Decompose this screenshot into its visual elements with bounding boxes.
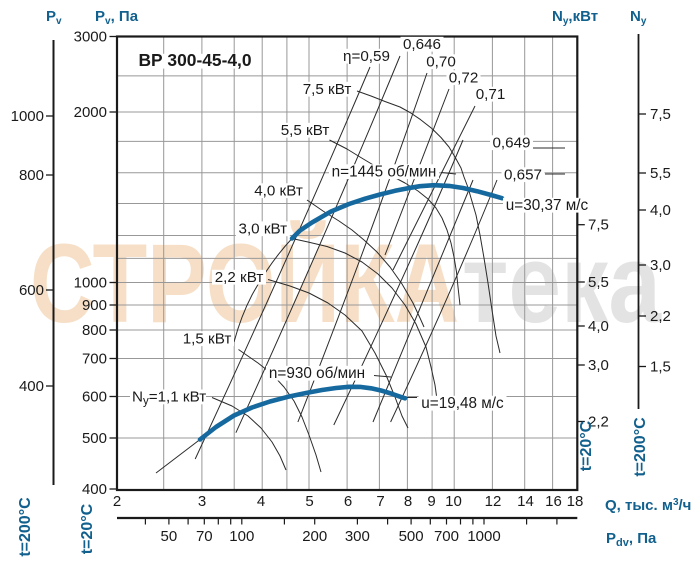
svg-text:4,0: 4,0 [588, 318, 609, 335]
svg-text:50: 50 [161, 528, 178, 545]
svg-text:1000: 1000 [11, 108, 44, 125]
svg-text:2: 2 [113, 493, 121, 510]
svg-text:0,649: 0,649 [492, 135, 530, 152]
svg-text:η=0,59: η=0,59 [343, 48, 390, 65]
svg-text:9: 9 [427, 493, 435, 510]
svg-text:Pdv, Па: Pdv, Па [606, 530, 657, 549]
svg-text:1,5 кВт: 1,5 кВт [183, 331, 232, 348]
svg-text:10: 10 [445, 493, 462, 510]
svg-text:t=20°C: t=20°C [79, 503, 96, 554]
svg-text:5,5 кВт: 5,5 кВт [281, 122, 330, 139]
svg-text:6: 6 [344, 493, 352, 510]
svg-text:n=1445 об/мин: n=1445 об/мин [332, 164, 437, 181]
svg-text:0,657: 0,657 [504, 167, 542, 184]
svg-text:2,2: 2,2 [650, 308, 671, 325]
svg-text:0,71: 0,71 [476, 86, 506, 103]
svg-text:u=30,37 м/с: u=30,37 м/с [506, 197, 589, 214]
svg-text:t=20°C: t=20°C [578, 420, 595, 471]
svg-text:7,5: 7,5 [650, 106, 671, 123]
svg-text:тека: тека [462, 220, 662, 345]
svg-text:Ny,кВт: Ny,кВт [552, 8, 598, 27]
svg-text:8: 8 [404, 493, 412, 510]
svg-text:70: 70 [196, 528, 213, 545]
svg-text:2,2 кВт: 2,2 кВт [215, 269, 264, 286]
svg-text:700: 700 [434, 528, 459, 545]
svg-text:700: 700 [82, 351, 107, 368]
svg-text:2000: 2000 [74, 104, 107, 121]
svg-text:7,5: 7,5 [588, 217, 609, 234]
svg-text:4,0: 4,0 [650, 202, 671, 219]
svg-text:600: 600 [19, 282, 44, 299]
svg-text:4,0 кВт: 4,0 кВт [254, 183, 303, 200]
svg-text:14: 14 [517, 493, 534, 510]
svg-text:5,5: 5,5 [588, 274, 609, 291]
svg-text:0,70: 0,70 [426, 54, 456, 71]
svg-text:u=19,48 м/с: u=19,48 м/с [421, 395, 504, 412]
svg-text:7: 7 [376, 493, 384, 510]
svg-text:Q, тыс. м3/ч: Q, тыс. м3/ч [605, 497, 691, 514]
svg-text:3,0: 3,0 [650, 257, 671, 274]
svg-text:300: 300 [345, 528, 370, 545]
svg-text:1000: 1000 [74, 275, 107, 292]
svg-text:0,72: 0,72 [449, 70, 479, 87]
svg-text:400: 400 [19, 378, 44, 395]
svg-text:5,5: 5,5 [650, 165, 671, 182]
svg-text:500: 500 [82, 430, 107, 447]
svg-text:800: 800 [19, 167, 44, 184]
svg-text:500: 500 [399, 528, 424, 545]
svg-text:18: 18 [567, 493, 584, 510]
svg-text:100: 100 [229, 528, 254, 545]
svg-text:900: 900 [82, 297, 107, 314]
svg-text:12: 12 [485, 493, 502, 510]
svg-text:3,0: 3,0 [588, 357, 609, 374]
svg-text:t=200°C: t=200°C [17, 497, 34, 557]
svg-text:4: 4 [257, 493, 265, 510]
svg-text:3: 3 [198, 493, 206, 510]
svg-text:800: 800 [82, 322, 107, 339]
svg-text:t=200°C: t=200°C [632, 417, 649, 477]
svg-text:16: 16 [545, 493, 562, 510]
svg-text:200: 200 [302, 528, 327, 545]
svg-text:3000: 3000 [74, 29, 107, 46]
svg-text:Nу=1,1 кВт: Nу=1,1 кВт [132, 389, 206, 408]
svg-text:3,0 кВт: 3,0 кВт [239, 221, 288, 238]
svg-text:n=930 об/мин: n=930 об/мин [269, 365, 365, 382]
svg-text:5: 5 [305, 493, 313, 510]
svg-text:600: 600 [82, 389, 107, 406]
svg-text:ВР 300-45-4,0: ВР 300-45-4,0 [138, 50, 251, 70]
svg-text:Pv, Па: Pv, Па [95, 8, 139, 27]
svg-text:400: 400 [82, 481, 107, 498]
svg-text:0,646: 0,646 [403, 36, 441, 53]
svg-text:2,2: 2,2 [588, 414, 609, 431]
svg-text:1,5: 1,5 [650, 359, 671, 376]
svg-text:1000: 1000 [467, 528, 500, 545]
svg-text:7,5 кВт: 7,5 кВт [303, 81, 352, 98]
